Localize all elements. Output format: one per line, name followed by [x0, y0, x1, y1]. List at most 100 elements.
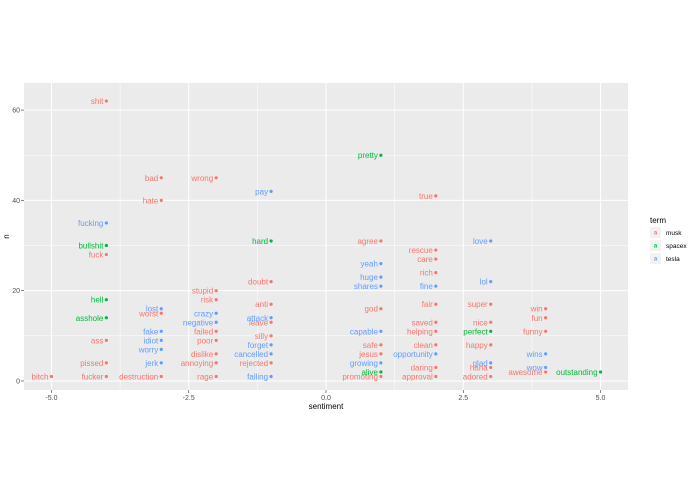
data-point-negative — [214, 320, 218, 324]
data-label-wow: wow — [526, 363, 543, 372]
data-point-failed — [214, 329, 218, 333]
x-tick-label: 0.0 — [321, 395, 331, 402]
data-labels: bitch shit fuck ass pissed fucker bad hate worst… — [32, 97, 598, 381]
major-gridlines — [24, 83, 628, 390]
data-label-idiot: idiot — [144, 336, 159, 345]
data-label-shares: shares — [354, 282, 378, 291]
data-point-safe — [379, 343, 383, 347]
data-point-outstanding — [598, 370, 603, 374]
y-tick-label: 60 — [12, 108, 20, 115]
data-point-worry — [159, 347, 163, 351]
data-label-glad: glad — [473, 359, 488, 368]
data-point-hell — [104, 298, 108, 302]
data-label-cancelled: cancelled — [234, 350, 268, 359]
data-points — [49, 99, 603, 379]
legend: term a musk a spacex a tesla — [650, 216, 687, 264]
data-point-love — [489, 239, 493, 243]
data-label-opportunity: opportunity — [393, 350, 433, 359]
data-point-doubt — [269, 280, 273, 284]
legend-key-glyph: a — [654, 231, 658, 237]
data-point-silly — [269, 334, 273, 338]
legend-label-spacex: spacex — [666, 243, 687, 250]
data-point-growing — [379, 361, 383, 365]
data-point-saved — [434, 320, 438, 324]
data-label-bad: bad — [145, 174, 158, 183]
data-point-attack — [269, 316, 273, 320]
data-label-fuck: fuck — [89, 251, 105, 260]
data-point-pretty — [379, 153, 383, 157]
data-point-fake — [159, 329, 163, 333]
data-point-lol — [489, 280, 493, 284]
data-label-fine: fine — [420, 282, 433, 291]
data-point-crazy — [214, 311, 218, 315]
data-point-glad — [489, 361, 493, 365]
data-point-bullshit — [104, 243, 108, 248]
data-label-poor: poor — [197, 336, 213, 345]
data-point-adored — [489, 374, 493, 379]
legend-title: term — [650, 216, 666, 225]
data-point-god — [379, 307, 383, 311]
data-label-fair: fair — [422, 300, 433, 309]
data-label-destruction: destruction — [119, 372, 158, 381]
data-label-bitch: bitch — [32, 372, 49, 381]
data-point-rejected — [269, 361, 273, 365]
data-label-pissed: pissed — [80, 359, 103, 368]
data-label-promoting: promoting — [342, 372, 378, 381]
data-label-fake: fake — [143, 327, 159, 336]
data-label-ass: ass — [91, 336, 103, 345]
data-point-clean — [434, 343, 438, 347]
data-label-risk: risk — [201, 296, 214, 305]
data-point-pissed — [104, 361, 108, 365]
data-label-anti: anti — [255, 300, 268, 309]
data-point-alive — [379, 370, 383, 374]
data-point-true — [434, 194, 438, 198]
data-label-hard: hard — [252, 237, 268, 246]
x-tick-label: 2.5 — [458, 395, 468, 402]
data-point-worst — [159, 311, 163, 315]
data-label-worry: worry — [138, 345, 159, 354]
x-axis-title: sentiment — [309, 402, 344, 411]
data-label-win: win — [530, 305, 543, 314]
data-point-helping — [434, 329, 438, 333]
y-axis-title: n — [2, 234, 11, 238]
data-label-rescue: rescue — [409, 246, 434, 255]
data-point-annoying — [214, 361, 218, 365]
legend-label-tesla: tesla — [666, 256, 680, 263]
data-point-falling — [269, 374, 273, 379]
data-label-worst: worst — [138, 309, 159, 318]
data-point-fucker — [104, 374, 108, 379]
y-tick-label: 0 — [16, 378, 20, 385]
data-point-daring — [434, 365, 438, 370]
data-point-fair — [434, 302, 438, 306]
y-tick-label: 20 — [12, 288, 20, 295]
data-label-lol: lol — [480, 278, 488, 287]
data-point-stupid — [214, 289, 218, 293]
legend-key-glyph: a — [654, 257, 658, 263]
data-label-fucker: fucker — [82, 372, 104, 381]
data-point-poor — [214, 338, 218, 342]
data-label-negative: negative — [183, 318, 214, 327]
data-point-agree — [379, 239, 383, 243]
data-point-wins — [544, 352, 548, 356]
data-point-perfect — [489, 329, 493, 333]
data-label-wins: wins — [526, 350, 543, 359]
data-point-fucking — [104, 221, 108, 225]
data-label-yeah: yeah — [361, 260, 378, 269]
data-point-rich — [434, 271, 438, 275]
data-label-rich: rich — [420, 269, 433, 278]
data-point-yeah — [379, 261, 383, 266]
data-point-hard — [269, 239, 273, 243]
data-point-shares — [379, 284, 383, 288]
data-point-anti — [269, 302, 273, 306]
x-axis-ticks: -5.0 -2.5 0.0 2.5 5.0 — [45, 390, 606, 402]
data-point-care — [434, 257, 438, 261]
data-label-pretty: pretty — [358, 151, 378, 160]
data-label-rage: rage — [197, 372, 214, 381]
data-point-destruction — [159, 374, 163, 379]
data-label-fucking: fucking — [78, 219, 103, 228]
data-label-haha: haha — [470, 363, 488, 372]
data-label-pay: pay — [255, 187, 268, 196]
data-label-super: super — [468, 300, 488, 309]
data-label-daring: daring — [411, 363, 433, 372]
